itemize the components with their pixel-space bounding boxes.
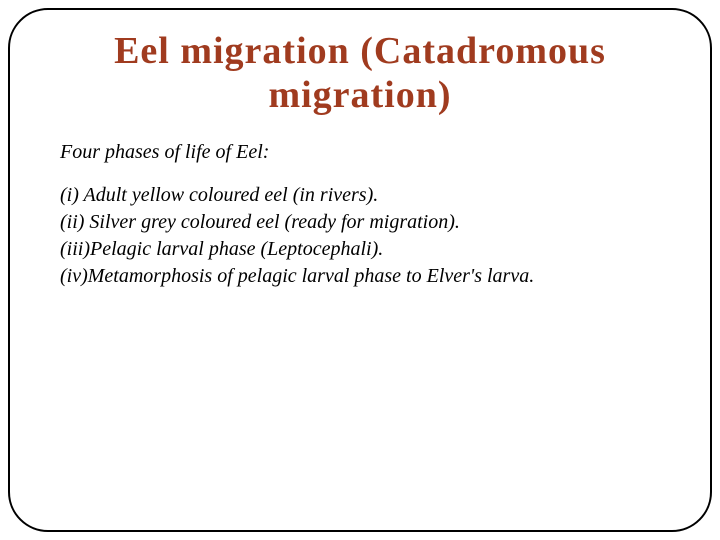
phase-list: (i) Adult yellow coloured eel (in rivers… [60,182,680,290]
subtitle: Four phases of life of Eel: [60,141,680,164]
list-item: (iv)Metamorphosis of pelagic larval phas… [60,263,680,290]
slide-frame: Eel migration (Catadromous migration) Fo… [8,8,712,532]
list-item: (iii)Pelagic larval phase (Leptocephali)… [60,236,680,263]
list-item: (i) Adult yellow coloured eel (in rivers… [60,182,680,209]
list-item: (ii) Silver grey coloured eel (ready for… [60,209,680,236]
slide-title: Eel migration (Catadromous migration) [40,30,680,117]
